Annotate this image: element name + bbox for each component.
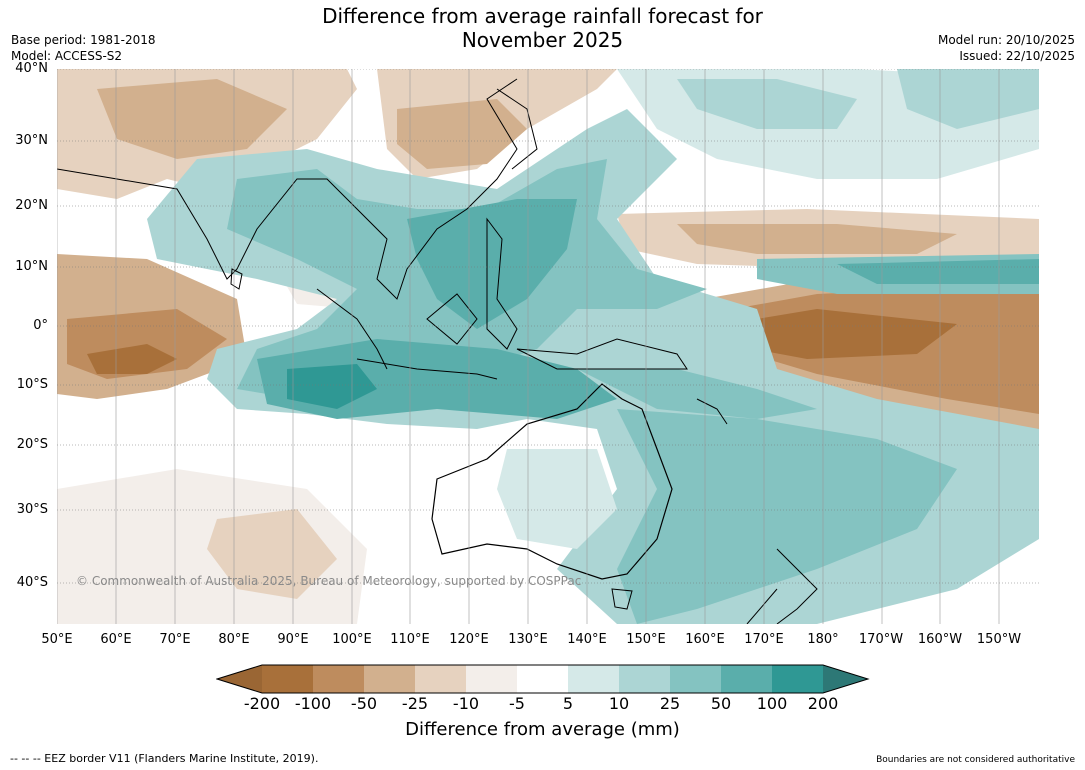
header-right: Model run: 20/10/2025 Issued: 22/10/2025 xyxy=(938,32,1075,64)
cb-tick: -10 xyxy=(452,694,480,713)
title-line-1: Difference from average rainfall forecas… xyxy=(322,4,763,28)
lon-label-170w: 170°W xyxy=(858,632,904,647)
cb-tick: 50 xyxy=(710,694,732,713)
colorbar-swatch xyxy=(262,665,313,693)
meridians xyxy=(57,69,1000,624)
lon-label-150e: 150°E xyxy=(626,632,666,647)
colorbar-swatch xyxy=(568,665,619,693)
title-line-2: November 2025 xyxy=(461,28,624,52)
base-period: Base period: 1981-2018 xyxy=(11,33,156,47)
header-left: Base period: 1981-2018 Model: ACCESS-S2 xyxy=(11,32,156,64)
colorbar-swatch xyxy=(415,665,466,693)
cb-tick: -25 xyxy=(401,694,429,713)
wet-anomaly-regions xyxy=(147,69,1039,624)
lon-label-110e: 110°E xyxy=(390,632,430,647)
lat-label-20s: 20°S xyxy=(16,437,48,452)
colorbar xyxy=(216,664,870,694)
cb-tick: 10 xyxy=(608,694,630,713)
lon-label-160w: 160°W xyxy=(917,632,963,647)
dry-anomaly-regions xyxy=(57,69,1039,624)
lon-label-180: 180° xyxy=(807,632,839,647)
lon-label-150w: 150°W xyxy=(976,632,1022,647)
colorbar-swatch xyxy=(364,665,415,693)
colorbar-swatch xyxy=(517,665,568,693)
lat-label-30n: 30°N xyxy=(15,133,48,148)
lon-label-140e: 140°E xyxy=(567,632,607,647)
rainfall-map xyxy=(57,69,1039,624)
colorbar-outline xyxy=(216,664,870,694)
colorbar-swatch xyxy=(619,665,670,693)
lon-label-160e: 160°E xyxy=(685,632,725,647)
lat-label-30s: 30°S xyxy=(16,502,48,517)
lon-label-70e: 70°E xyxy=(159,632,191,647)
colorbar-extend-right xyxy=(823,665,868,693)
lat-label-10s: 10°S xyxy=(16,377,48,392)
cb-tick: -50 xyxy=(350,694,378,713)
colorbar-swatch xyxy=(721,665,772,693)
issued-date: Issued: 22/10/2025 xyxy=(959,49,1075,63)
cb-tick: -5 xyxy=(509,694,525,713)
colorbar-title: Difference from average (mm) xyxy=(405,719,680,740)
colorbar-swatch xyxy=(466,665,517,693)
colorbar-swatch xyxy=(313,665,364,693)
lat-label-0: 0° xyxy=(33,318,48,333)
asia-coastlines xyxy=(57,78,818,624)
cb-tick: 25 xyxy=(659,694,681,713)
lat-label-10n: 10°N xyxy=(15,259,48,274)
lon-label-100e: 100°E xyxy=(332,632,372,647)
cb-tick: 100 xyxy=(756,694,788,713)
lon-label-120e: 120°E xyxy=(449,632,489,647)
eez-note: -- -- -- EEZ border V11 (Flanders Marine… xyxy=(10,752,319,765)
copyright-notice: © Commonwealth of Australia 2025, Bureau… xyxy=(76,574,582,588)
lon-label-80e: 80°E xyxy=(218,632,250,647)
lon-label-170e: 170°E xyxy=(744,632,784,647)
lon-label-50e: 50°E xyxy=(41,632,73,647)
lon-label-130e: 130°E xyxy=(508,632,548,647)
lat-label-40n: 40°N xyxy=(15,61,48,76)
cb-tick: -200 xyxy=(243,694,281,713)
cb-tick: -100 xyxy=(294,694,332,713)
colorbar-extend-left xyxy=(217,665,262,693)
lon-label-90e: 90°E xyxy=(277,632,309,647)
colorbar-swatch xyxy=(772,665,823,693)
cb-tick: 200 xyxy=(807,694,839,713)
boundaries-note: Boundaries are not considered authoritat… xyxy=(876,755,1075,765)
lon-label-60e: 60°E xyxy=(100,632,132,647)
chart-title: Difference from average rainfall forecas… xyxy=(0,4,1085,52)
lat-label-20n: 20°N xyxy=(15,198,48,213)
lat-label-40s: 40°S xyxy=(16,575,48,590)
model-name: Model: ACCESS-S2 xyxy=(11,49,123,63)
cb-tick: 5 xyxy=(562,694,574,713)
colorbar-swatch xyxy=(670,665,721,693)
model-run: Model run: 20/10/2025 xyxy=(937,33,1075,47)
australia-landmass xyxy=(431,383,673,610)
